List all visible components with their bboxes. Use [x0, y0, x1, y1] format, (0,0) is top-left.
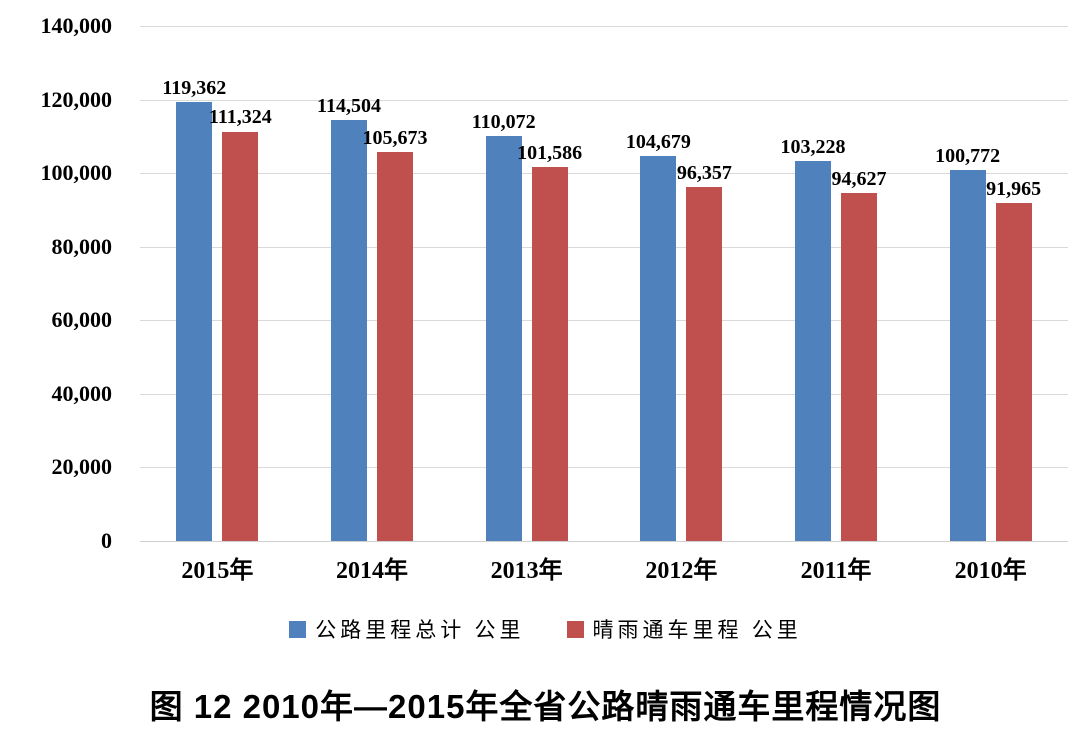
y-tick-label: 60,000 [51, 307, 113, 333]
legend-item-allweather: 晴雨通车里程 公里 [566, 614, 802, 644]
data-label: 91,965 [986, 177, 1042, 200]
bar-total-2012年 [640, 155, 677, 541]
x-axis-line [140, 541, 1068, 542]
data-label: 105,673 [362, 127, 428, 150]
y-tick-label: 80,000 [51, 233, 113, 259]
data-label: 100,772 [935, 145, 1001, 168]
bar-total-2015年 [176, 101, 213, 541]
gridline [140, 393, 1068, 395]
data-label: 114,504 [317, 94, 381, 117]
legend-item-total: 公路里程总计 公里 [289, 614, 524, 644]
y-tick-label: 120,000 [40, 86, 113, 112]
data-label: 94,627 [831, 167, 887, 190]
x-tick-label: 2011年 [800, 558, 872, 584]
x-tick-label: 2010年 [954, 558, 1027, 584]
data-label: 111,324 [208, 106, 272, 129]
x-tick-label: 2012年 [645, 558, 718, 584]
data-label: 104,679 [625, 130, 691, 153]
gridline [140, 320, 1068, 322]
legend: 公路里程总计 公里 晴雨通车里程 公里 [0, 614, 1091, 644]
y-tick-label: 40,000 [51, 380, 113, 406]
x-tick-label: 2015年 [181, 558, 254, 584]
data-label: 101,586 [517, 142, 583, 165]
bar-total-2014年 [331, 119, 367, 541]
gridline [140, 246, 1068, 248]
data-label: 110,072 [471, 111, 536, 134]
data-label: 119,362 [162, 76, 227, 99]
bar-total-2013年 [485, 136, 522, 541]
bar-allweather-2013年 [531, 167, 568, 541]
bar-allweather-2012年 [686, 186, 723, 541]
data-label: 103,228 [780, 136, 846, 159]
plot-area: 119,362 111,324 114,504 105,673 110,072 101,5… [140, 26, 1068, 542]
gridline [140, 173, 1068, 175]
bar-total-2010年 [949, 170, 986, 541]
y-tick-label: 140,000 [40, 13, 113, 38]
legend-swatch-icon [289, 620, 307, 638]
legend-label: 公路里程总计 公里 [315, 618, 525, 642]
y-tick-label: 0 [101, 528, 112, 553]
bar-allweather-2011年 [841, 192, 877, 541]
gridline [140, 99, 1068, 101]
y-tick-label: 20,000 [51, 454, 113, 480]
gridline [140, 26, 1068, 27]
bar-total-2011年 [795, 161, 831, 541]
gridline [140, 467, 1068, 469]
legend-swatch-icon [566, 620, 584, 638]
x-tick-label: 2013年 [490, 558, 563, 584]
data-label: 96,357 [676, 161, 732, 184]
bar-allweather-2015年 [222, 131, 259, 541]
legend-label: 晴雨通车里程 公里 [592, 618, 802, 642]
bar-allweather-2010年 [995, 202, 1032, 541]
y-tick-label: 100,000 [40, 160, 113, 186]
figure-caption: 图 12 2010年—2015年全省公路晴雨通车里程情况图 [149, 688, 942, 725]
x-tick-label: 2014年 [336, 558, 408, 584]
bar-allweather-2014年 [377, 152, 413, 541]
